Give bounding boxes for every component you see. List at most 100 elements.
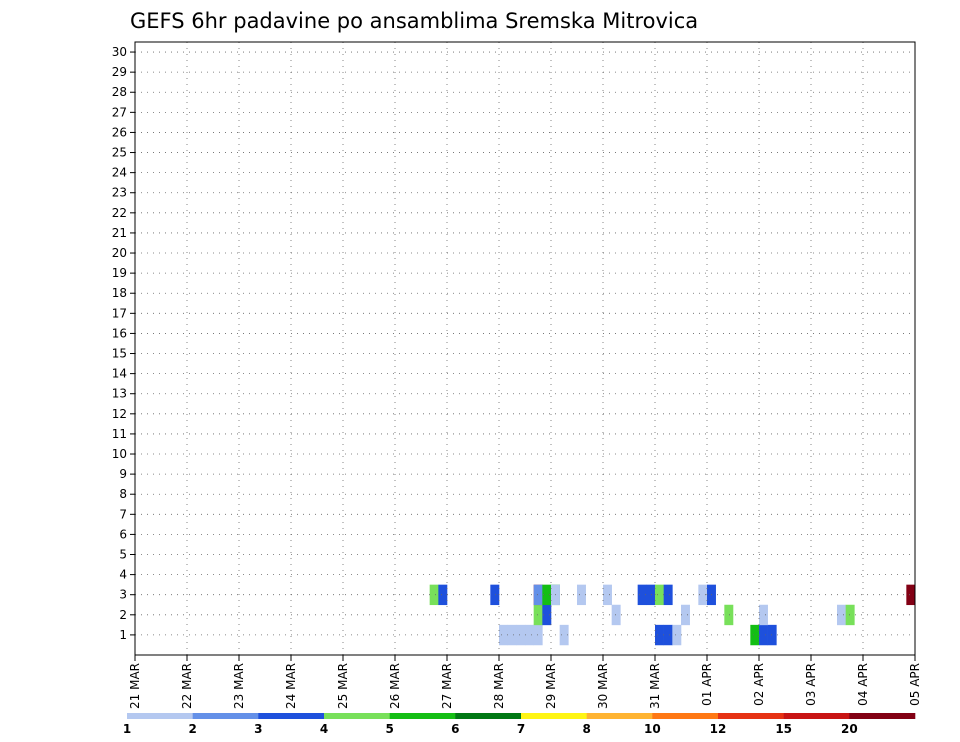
precip-cell <box>724 604 734 626</box>
x-tick-label: 26 MAR <box>388 663 402 709</box>
y-tick-label: 28 <box>112 85 127 99</box>
x-tick-label: 02 APR <box>752 663 766 706</box>
precip-cell <box>611 604 621 626</box>
x-tick-label: 23 MAR <box>232 663 246 709</box>
colorbar-label: 8 <box>582 722 590 736</box>
precip-cell <box>507 624 517 646</box>
x-tick-label: 27 MAR <box>440 663 454 709</box>
y-tick-label: 9 <box>119 467 127 481</box>
precip-cell <box>681 604 690 626</box>
x-tick-label: 21 MAR <box>128 663 142 709</box>
precip-cell <box>767 624 777 646</box>
colorbar-segment <box>324 713 390 719</box>
x-tick-label: 30 MAR <box>596 663 610 709</box>
colorbar-label: 2 <box>188 722 196 736</box>
precip-cell <box>533 584 543 606</box>
precip-cell <box>499 624 508 646</box>
y-tick-label: 14 <box>112 367 127 381</box>
precip-cell <box>655 624 664 646</box>
precip-cell <box>663 624 673 646</box>
y-tick-label: 8 <box>119 487 127 501</box>
colorbar-segment <box>455 713 522 719</box>
y-axis: 1234567891011121314151617181920212223242… <box>112 45 135 642</box>
precip-cell <box>837 604 846 626</box>
precip-cell <box>490 584 500 606</box>
y-tick-label: 16 <box>112 326 127 340</box>
precip-cell <box>429 584 439 606</box>
chart-title: GEFS 6hr padavine po ansamblima Sremska … <box>130 9 698 33</box>
colorbar-label: 10 <box>644 722 661 736</box>
colorbar-label: 6 <box>451 722 459 736</box>
precip-cell <box>750 624 760 646</box>
colorbar-label: 5 <box>385 722 393 736</box>
precip-cell <box>637 584 647 606</box>
colorbar-label: 15 <box>775 722 792 736</box>
y-tick-label: 20 <box>112 246 127 260</box>
colorbar-label: 12 <box>710 722 727 736</box>
precip-cell <box>603 584 612 606</box>
x-tick-label: 31 MAR <box>648 663 662 709</box>
colorbar-segment <box>849 713 916 719</box>
colorbar-segment <box>652 713 719 719</box>
y-tick-label: 30 <box>112 45 127 59</box>
precip-cell <box>516 624 526 646</box>
y-tick-label: 17 <box>112 306 127 320</box>
heatmap-cells <box>429 584 916 646</box>
colorbar-label: 20 <box>841 722 858 736</box>
colorbar-segment <box>586 713 653 719</box>
colorbar-label: 1 <box>123 722 131 736</box>
y-tick-label: 21 <box>112 226 127 240</box>
color-scale: 1 2 3 4 5 6 7 8 10 12 15 20 <box>123 713 916 736</box>
y-tick-label: 29 <box>112 65 127 79</box>
precip-cell <box>759 604 768 626</box>
colorbar-segment <box>192 713 259 719</box>
y-tick-label: 22 <box>112 206 127 220</box>
y-tick-label: 25 <box>112 146 127 160</box>
y-tick-label: 23 <box>112 186 127 200</box>
y-tick-label: 26 <box>112 125 127 139</box>
colorbar-label: 7 <box>517 722 525 736</box>
precip-cell <box>438 584 448 606</box>
y-tick-label: 10 <box>112 447 127 461</box>
precip-cell <box>646 584 656 606</box>
precip-cell <box>672 624 682 646</box>
x-tick-label: 24 MAR <box>284 663 298 709</box>
y-tick-label: 12 <box>112 407 127 421</box>
precip-cell <box>533 624 543 646</box>
y-tick-label: 15 <box>112 347 127 361</box>
precip-cell <box>542 584 552 606</box>
precip-cell <box>559 624 569 646</box>
y-tick-label: 24 <box>112 166 127 180</box>
colorbar-label: 4 <box>320 722 328 736</box>
precip-cell <box>759 624 768 646</box>
x-tick-label: 22 MAR <box>180 663 194 709</box>
y-tick-label: 18 <box>112 286 127 300</box>
precip-cell <box>663 584 673 606</box>
x-tick-label: 04 APR <box>856 663 870 706</box>
x-tick-label: 01 APR <box>700 663 714 706</box>
precip-cell <box>525 624 534 646</box>
colorbar-segment <box>258 713 325 719</box>
x-tick-label: 03 APR <box>804 663 818 706</box>
precip-cell <box>845 604 855 626</box>
y-tick-label: 7 <box>119 507 127 521</box>
y-tick-label: 13 <box>112 387 127 401</box>
y-tick-label: 1 <box>119 628 127 642</box>
precip-cell <box>533 604 543 626</box>
y-tick-label: 2 <box>119 608 127 622</box>
plot-frame <box>134 41 916 656</box>
x-tick-label: 05 APR <box>908 663 922 706</box>
colorbar-segment <box>389 713 456 719</box>
y-tick-label: 3 <box>119 588 127 602</box>
y-tick-label: 5 <box>119 548 127 562</box>
precip-cell <box>906 584 916 606</box>
y-tick-label: 6 <box>119 527 127 541</box>
colorbar-segment <box>783 713 850 719</box>
dotted-grid <box>135 42 915 655</box>
colorbar-segment <box>718 713 784 719</box>
colorbar-label: 3 <box>254 722 262 736</box>
precip-cell <box>655 584 664 606</box>
colorbar-segment <box>127 713 193 719</box>
colorbar-segment <box>521 713 587 719</box>
